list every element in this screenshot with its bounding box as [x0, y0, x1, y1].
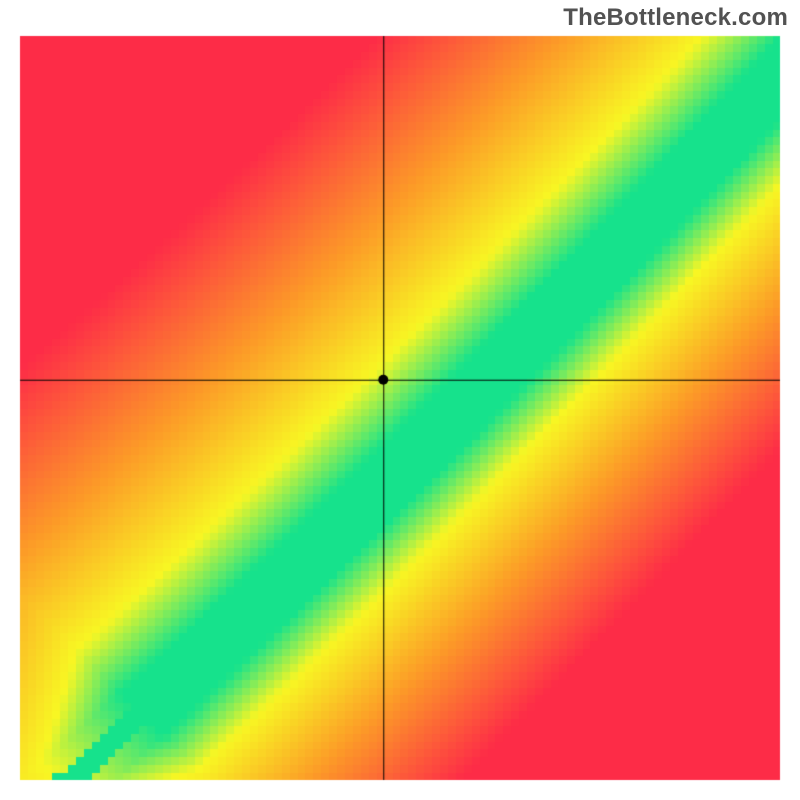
chart-container: TheBottleneck.com: [0, 0, 800, 800]
bottleneck-heatmap-canvas: [0, 0, 800, 800]
watermark-text: TheBottleneck.com: [563, 4, 788, 32]
